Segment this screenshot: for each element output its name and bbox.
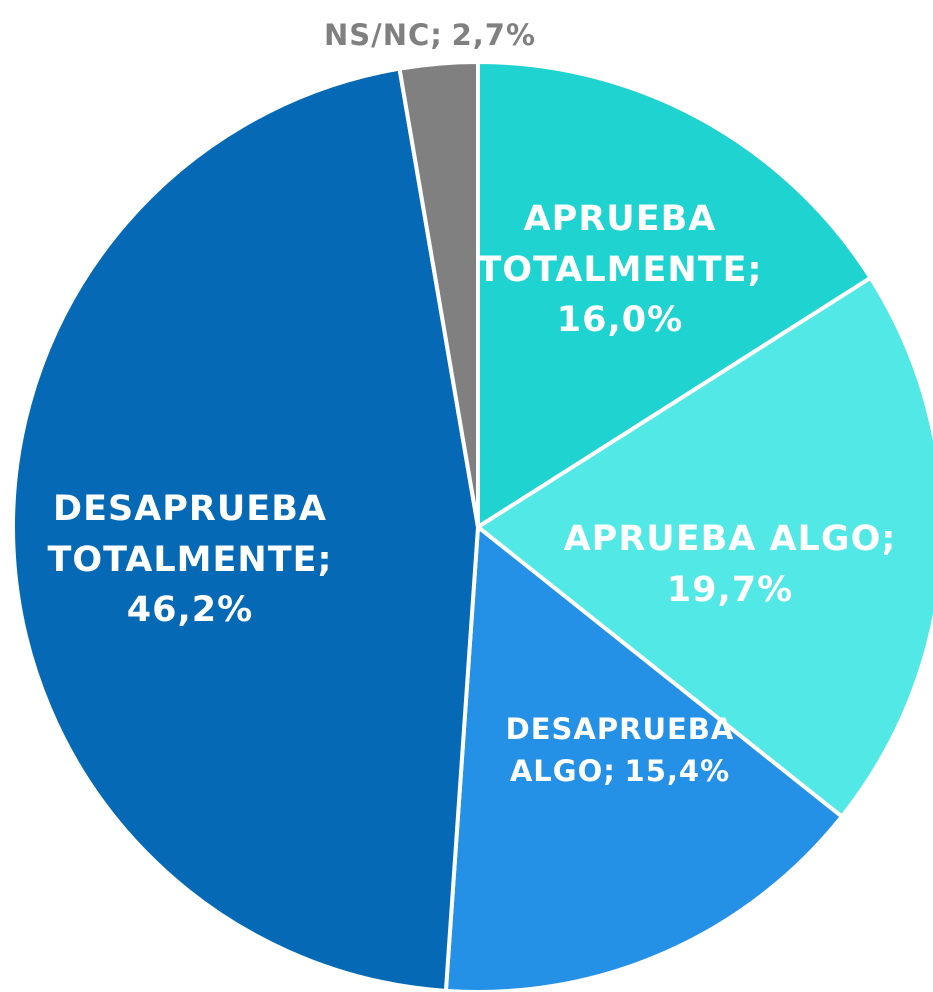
value-label: 19,7%	[666, 570, 794, 610]
category-label: APRUEBA TOTALMENTE;	[477, 198, 763, 290]
slice-label-text: DESAPRUEBA ALGO; 15,4%	[480, 708, 760, 792]
pie-slice	[11, 66, 480, 992]
value-label: 15,4%	[624, 754, 731, 788]
pie-slice	[397, 60, 480, 529]
category-label: NS/NC;	[323, 17, 443, 52]
pie-slice	[476, 60, 873, 529]
slice-label-box: NS/NC; 2,7%	[270, 0, 590, 135]
slice-label: APRUEBA ALGO; 19,7%	[520, 465, 933, 665]
value-label: 46,2%	[126, 590, 254, 631]
slice-label-box: APRUEBA ALGO; 19,7%	[520, 465, 933, 665]
slice-label: NS/NC; 2,7%	[270, 0, 590, 135]
value-label: 2,7%	[451, 17, 537, 52]
slice-label-text: NS/NC; 2,7%	[324, 14, 536, 56]
pie-slice	[476, 275, 933, 819]
category-label: DESAPRUEBA TOTALMENTE;	[47, 488, 333, 580]
slice-label-text: APRUEBA TOTALMENTE; 16,0%	[460, 194, 780, 346]
slice-label: APRUEBA TOTALMENTE; 16,0%	[460, 170, 780, 370]
slice-label-text: APRUEBA ALGO; 19,7%	[564, 514, 897, 616]
slice-label: DESAPRUEBA TOTALMENTE; 46,2%	[0, 460, 380, 660]
slice-label-box: APRUEBA TOTALMENTE; 16,0%	[460, 170, 780, 370]
value-label: 16,0%	[556, 300, 684, 341]
slice-label-box: DESAPRUEBA TOTALMENTE; 46,2%	[0, 460, 380, 660]
category-label: DESAPRUEBA ALGO;	[505, 711, 735, 788]
category-label: APRUEBA ALGO;	[563, 519, 897, 560]
slice-label-text: DESAPRUEBA TOTALMENTE; 46,2%	[0, 484, 380, 636]
slice-label-box: DESAPRUEBA ALGO; 15,4%	[480, 650, 760, 850]
slice-label: DESAPRUEBA ALGO; 15,4%	[480, 650, 760, 850]
